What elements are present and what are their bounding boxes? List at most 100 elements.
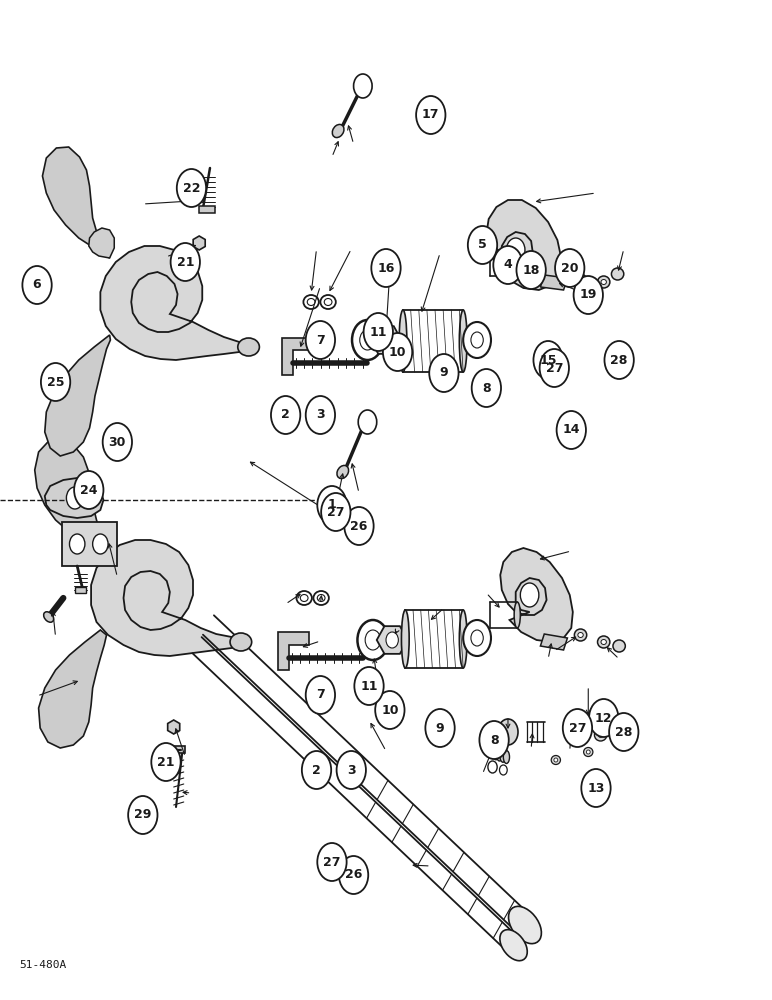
Ellipse shape (238, 338, 259, 356)
Circle shape (171, 243, 200, 281)
Circle shape (472, 369, 501, 407)
Ellipse shape (598, 276, 610, 288)
Text: 8: 8 (489, 734, 499, 746)
Text: 27: 27 (569, 722, 586, 734)
Text: 7: 7 (316, 334, 325, 347)
Circle shape (365, 630, 381, 650)
Circle shape (151, 743, 181, 781)
Text: 3: 3 (316, 408, 325, 422)
PathPatch shape (45, 478, 103, 518)
Circle shape (555, 249, 584, 287)
Circle shape (371, 249, 401, 287)
Circle shape (604, 341, 634, 379)
Circle shape (339, 856, 368, 894)
Ellipse shape (303, 295, 319, 309)
Ellipse shape (296, 591, 312, 605)
PathPatch shape (89, 228, 114, 258)
Text: 24: 24 (80, 484, 97, 496)
Ellipse shape (584, 748, 593, 756)
Text: 14: 14 (563, 423, 580, 436)
Circle shape (499, 765, 507, 775)
Circle shape (302, 751, 331, 789)
Circle shape (567, 723, 575, 733)
Circle shape (516, 251, 546, 289)
Text: 28: 28 (615, 726, 632, 738)
Circle shape (386, 632, 398, 648)
Text: 2: 2 (312, 764, 321, 776)
PathPatch shape (42, 147, 110, 258)
PathPatch shape (282, 338, 313, 375)
Circle shape (574, 276, 603, 314)
Circle shape (493, 246, 523, 284)
PathPatch shape (278, 632, 309, 670)
Text: 21: 21 (157, 756, 174, 768)
Ellipse shape (300, 594, 308, 601)
Text: 6: 6 (32, 278, 42, 291)
Text: 10: 10 (381, 704, 398, 716)
Circle shape (22, 266, 52, 304)
Circle shape (358, 410, 377, 434)
Ellipse shape (230, 633, 252, 651)
PathPatch shape (100, 246, 255, 360)
Circle shape (364, 313, 393, 351)
Circle shape (306, 676, 335, 714)
Ellipse shape (611, 268, 624, 280)
Ellipse shape (509, 906, 541, 944)
PathPatch shape (75, 587, 86, 593)
Circle shape (564, 718, 579, 738)
Text: 7: 7 (316, 688, 325, 702)
Circle shape (581, 769, 611, 807)
Circle shape (589, 699, 618, 737)
Ellipse shape (503, 750, 510, 764)
Text: 30: 30 (109, 436, 126, 448)
Circle shape (416, 96, 445, 134)
Text: 2: 2 (281, 408, 290, 422)
Circle shape (471, 332, 483, 348)
Text: 15: 15 (540, 354, 557, 366)
Ellipse shape (317, 594, 325, 601)
Text: 51-480A: 51-480A (19, 960, 66, 970)
Circle shape (344, 507, 374, 545)
Text: 12: 12 (595, 712, 612, 724)
Text: 22: 22 (183, 182, 200, 194)
Text: 9: 9 (439, 366, 449, 379)
Circle shape (93, 534, 108, 554)
Text: 11: 11 (361, 680, 378, 693)
Text: 21: 21 (177, 255, 194, 268)
Ellipse shape (554, 758, 557, 762)
Ellipse shape (605, 714, 618, 726)
Text: 5: 5 (478, 238, 487, 251)
Ellipse shape (598, 636, 610, 648)
Circle shape (74, 471, 103, 509)
Text: 1: 1 (327, 498, 337, 512)
Ellipse shape (320, 295, 336, 309)
Circle shape (317, 486, 347, 524)
Circle shape (354, 667, 384, 705)
Circle shape (498, 719, 518, 745)
Text: 3: 3 (347, 764, 356, 776)
Circle shape (479, 721, 509, 759)
PathPatch shape (371, 326, 401, 354)
Circle shape (429, 354, 459, 392)
PathPatch shape (377, 626, 408, 654)
Circle shape (337, 751, 366, 789)
Circle shape (557, 411, 586, 449)
Ellipse shape (582, 716, 594, 728)
Circle shape (383, 333, 412, 371)
Text: 26: 26 (350, 520, 367, 532)
Ellipse shape (500, 749, 506, 762)
Circle shape (425, 709, 455, 747)
PathPatch shape (540, 634, 567, 650)
Ellipse shape (577, 633, 584, 638)
Text: 11: 11 (370, 326, 387, 339)
Text: 4: 4 (503, 258, 513, 271)
Circle shape (609, 713, 638, 751)
PathPatch shape (500, 548, 573, 642)
Ellipse shape (577, 277, 584, 282)
PathPatch shape (91, 540, 247, 656)
Circle shape (463, 620, 491, 656)
Text: 26: 26 (345, 868, 362, 882)
Circle shape (463, 322, 491, 358)
Text: 25: 25 (47, 375, 64, 388)
Ellipse shape (499, 930, 527, 961)
